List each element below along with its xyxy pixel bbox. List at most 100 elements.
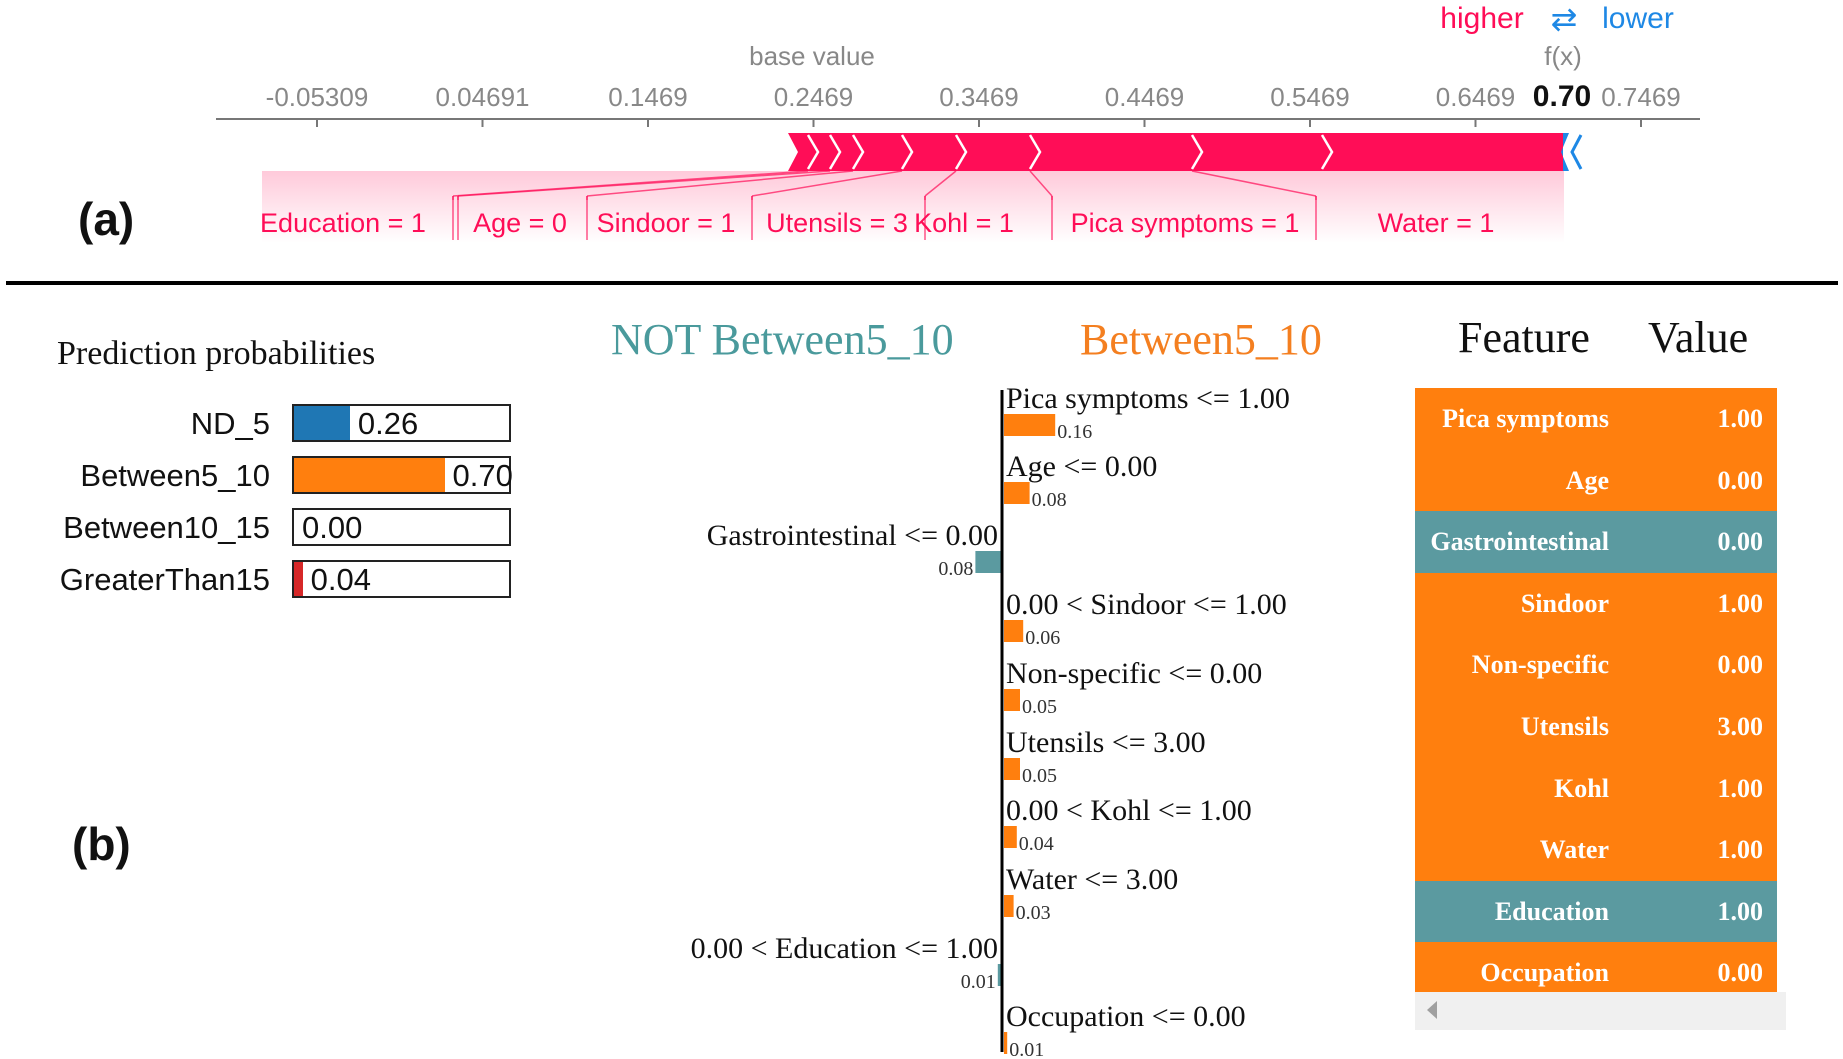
force-segment-separator bbox=[1028, 134, 1042, 170]
lime-value-label: 0.04 bbox=[1019, 833, 1054, 855]
legend-arrows-icon: ⇄ bbox=[1551, 0, 1578, 38]
force-tick-label: -0.05309 bbox=[266, 82, 369, 112]
legend-lower: lower bbox=[1602, 2, 1674, 35]
lime-feature-label: 0.00 < Kohl <= 1.00 bbox=[1006, 794, 1252, 827]
lime-bar bbox=[1004, 895, 1014, 917]
force-label-connector bbox=[586, 170, 854, 197]
probability-bar-frame bbox=[292, 404, 511, 442]
force-tick-label: 0.3469 bbox=[939, 82, 1019, 112]
probability-row: Between5_10 0.70 bbox=[0, 456, 540, 498]
force-label-band bbox=[262, 171, 1564, 243]
force-segment-separator bbox=[828, 134, 842, 170]
probability-class-name: Between5_10 bbox=[80, 458, 270, 493]
feature-value-table: Pica symptoms 1.00 Age 0.00 Gastrointestinal… bbox=[1415, 388, 1777, 1004]
probability-bar bbox=[294, 406, 350, 440]
probability-class-name: Between10_15 bbox=[63, 510, 270, 545]
table-row: Pica symptoms 1.00 bbox=[1415, 388, 1777, 450]
force-tick-label: 0.6469 bbox=[1436, 82, 1516, 112]
probability-value: 0.00 bbox=[302, 510, 363, 545]
force-negative-bar bbox=[1561, 133, 1569, 171]
table-cell-value: 0.00 bbox=[1717, 527, 1764, 557]
fx-label: f(x) bbox=[1544, 41, 1582, 71]
lime-bar bbox=[1004, 620, 1024, 642]
probability-value: 0.04 bbox=[310, 562, 371, 597]
table-row: Sindoor 1.00 bbox=[1415, 572, 1777, 635]
probability-bar-frame bbox=[292, 560, 511, 598]
table-row: Utensils 3.00 bbox=[1415, 695, 1777, 758]
force-negative-chevron bbox=[1570, 134, 1583, 170]
force-feature-label: Sindoor = 1 bbox=[597, 208, 736, 238]
lime-value-label: 0.03 bbox=[1016, 902, 1051, 924]
probability-row: Between10_15 0.00 bbox=[0, 508, 540, 550]
table-cell-feature: Gastrointestinal bbox=[1430, 527, 1609, 557]
force-feature-label: Kohl = 1 bbox=[914, 208, 1014, 238]
force-feature-labels: Education = 1 Age = 0 Sindoor = 1 Utensils … bbox=[260, 170, 1564, 243]
table-cell-feature: Age bbox=[1565, 465, 1609, 495]
probability-bar-frame bbox=[292, 456, 511, 494]
force-segment-separator bbox=[1320, 134, 1334, 170]
table-row: Education 1.00 bbox=[1415, 880, 1777, 943]
table-cell-value: 1.00 bbox=[1717, 896, 1764, 926]
table-cell-value: 0.00 bbox=[1717, 465, 1764, 495]
panel-divider bbox=[6, 281, 1838, 285]
lime-feature-label: 0.00 < Education <= 1.00 bbox=[691, 932, 998, 965]
force-bars bbox=[788, 133, 1583, 171]
force-feature-label: Pica symptoms = 1 bbox=[1071, 208, 1300, 238]
lime-value-label: 0.08 bbox=[938, 558, 973, 580]
force-tick-label: 0.7469 bbox=[1601, 82, 1681, 112]
lime-bar bbox=[1004, 689, 1020, 711]
lime-feature-label: Non-specific <= 0.00 bbox=[1006, 657, 1262, 690]
table-cell-feature: Pica symptoms bbox=[1442, 404, 1609, 433]
probability-class-name: ND_5 bbox=[190, 406, 270, 441]
force-feature-label: Utensils = 3 bbox=[766, 208, 908, 238]
probability-bar bbox=[294, 562, 303, 596]
table-row: Water 1.00 bbox=[1415, 819, 1777, 881]
table-row: Kohl 1.00 bbox=[1415, 757, 1777, 820]
pos-class-header: Between5_10 bbox=[1080, 315, 1322, 364]
force-label-connector bbox=[457, 170, 831, 197]
force-label-connector bbox=[751, 170, 903, 197]
lime-feature-label: Water <= 3.00 bbox=[1006, 863, 1178, 896]
lime-feature-label: Gastrointestinal <= 0.00 bbox=[707, 519, 998, 552]
table-cell-feature: Kohl bbox=[1554, 773, 1609, 803]
probability-class-name: GreaterThan15 bbox=[59, 562, 270, 597]
table-cell-feature: Water bbox=[1539, 835, 1609, 865]
lime-value-label: 0.16 bbox=[1057, 421, 1092, 443]
lime-bar bbox=[1004, 826, 1017, 848]
force-segment-separator bbox=[1190, 134, 1204, 170]
lime-value-label: 0.05 bbox=[1022, 765, 1057, 787]
table-cell-value: 3.00 bbox=[1717, 711, 1764, 741]
table-cell-feature: Non-specific bbox=[1471, 650, 1609, 680]
table-cell-feature: Occupation bbox=[1480, 958, 1609, 988]
probability-row: ND_5 0.26 bbox=[0, 404, 540, 446]
lime-value-label: 0.01 bbox=[1009, 1039, 1044, 1059]
probability-row: GreaterThan15 0.04 bbox=[0, 560, 540, 602]
scroll-left-icon[interactable] bbox=[1427, 1001, 1437, 1019]
force-segment-separator bbox=[900, 134, 914, 170]
lime-bars: Pica symptoms <= 1.00 0.16 Age <= 0.00 0.08… bbox=[691, 382, 1290, 1059]
probability-value: 0.26 bbox=[357, 406, 419, 441]
lime-value-label: 0.08 bbox=[1032, 489, 1067, 511]
table-cell-value: 0.00 bbox=[1717, 650, 1764, 680]
table-cell-value: 0.00 bbox=[1717, 958, 1764, 988]
force-tick-label: 0.04691 bbox=[436, 82, 530, 112]
probability-value: 0.70 bbox=[452, 458, 513, 493]
lime-bar bbox=[1004, 414, 1056, 436]
horizontal-scrollbar[interactable] bbox=[1415, 992, 1786, 1030]
table-cell-feature: Utensils bbox=[1520, 711, 1609, 741]
table-cell-feature: Education bbox=[1494, 896, 1609, 926]
table-header-feature: Feature bbox=[1458, 313, 1590, 362]
fx-value: 0.70 bbox=[1533, 80, 1591, 113]
fx-value-bg bbox=[1527, 75, 1597, 111]
probability-bar-frame bbox=[292, 508, 511, 546]
base-value-label: base value bbox=[749, 41, 875, 71]
force-label-connector bbox=[1029, 170, 1053, 197]
force-tick-label: 0.2469 bbox=[774, 82, 854, 112]
lime-bar bbox=[1004, 758, 1020, 780]
table-cell-feature: Sindoor bbox=[1520, 588, 1609, 618]
lime-value-label: 0.05 bbox=[1022, 696, 1057, 718]
legend-higher: higher bbox=[1440, 2, 1523, 35]
table-cell-value: 1.00 bbox=[1717, 835, 1764, 865]
lime-value-label: 0.01 bbox=[961, 971, 996, 993]
force-feature-label: Education = 1 bbox=[260, 208, 426, 238]
